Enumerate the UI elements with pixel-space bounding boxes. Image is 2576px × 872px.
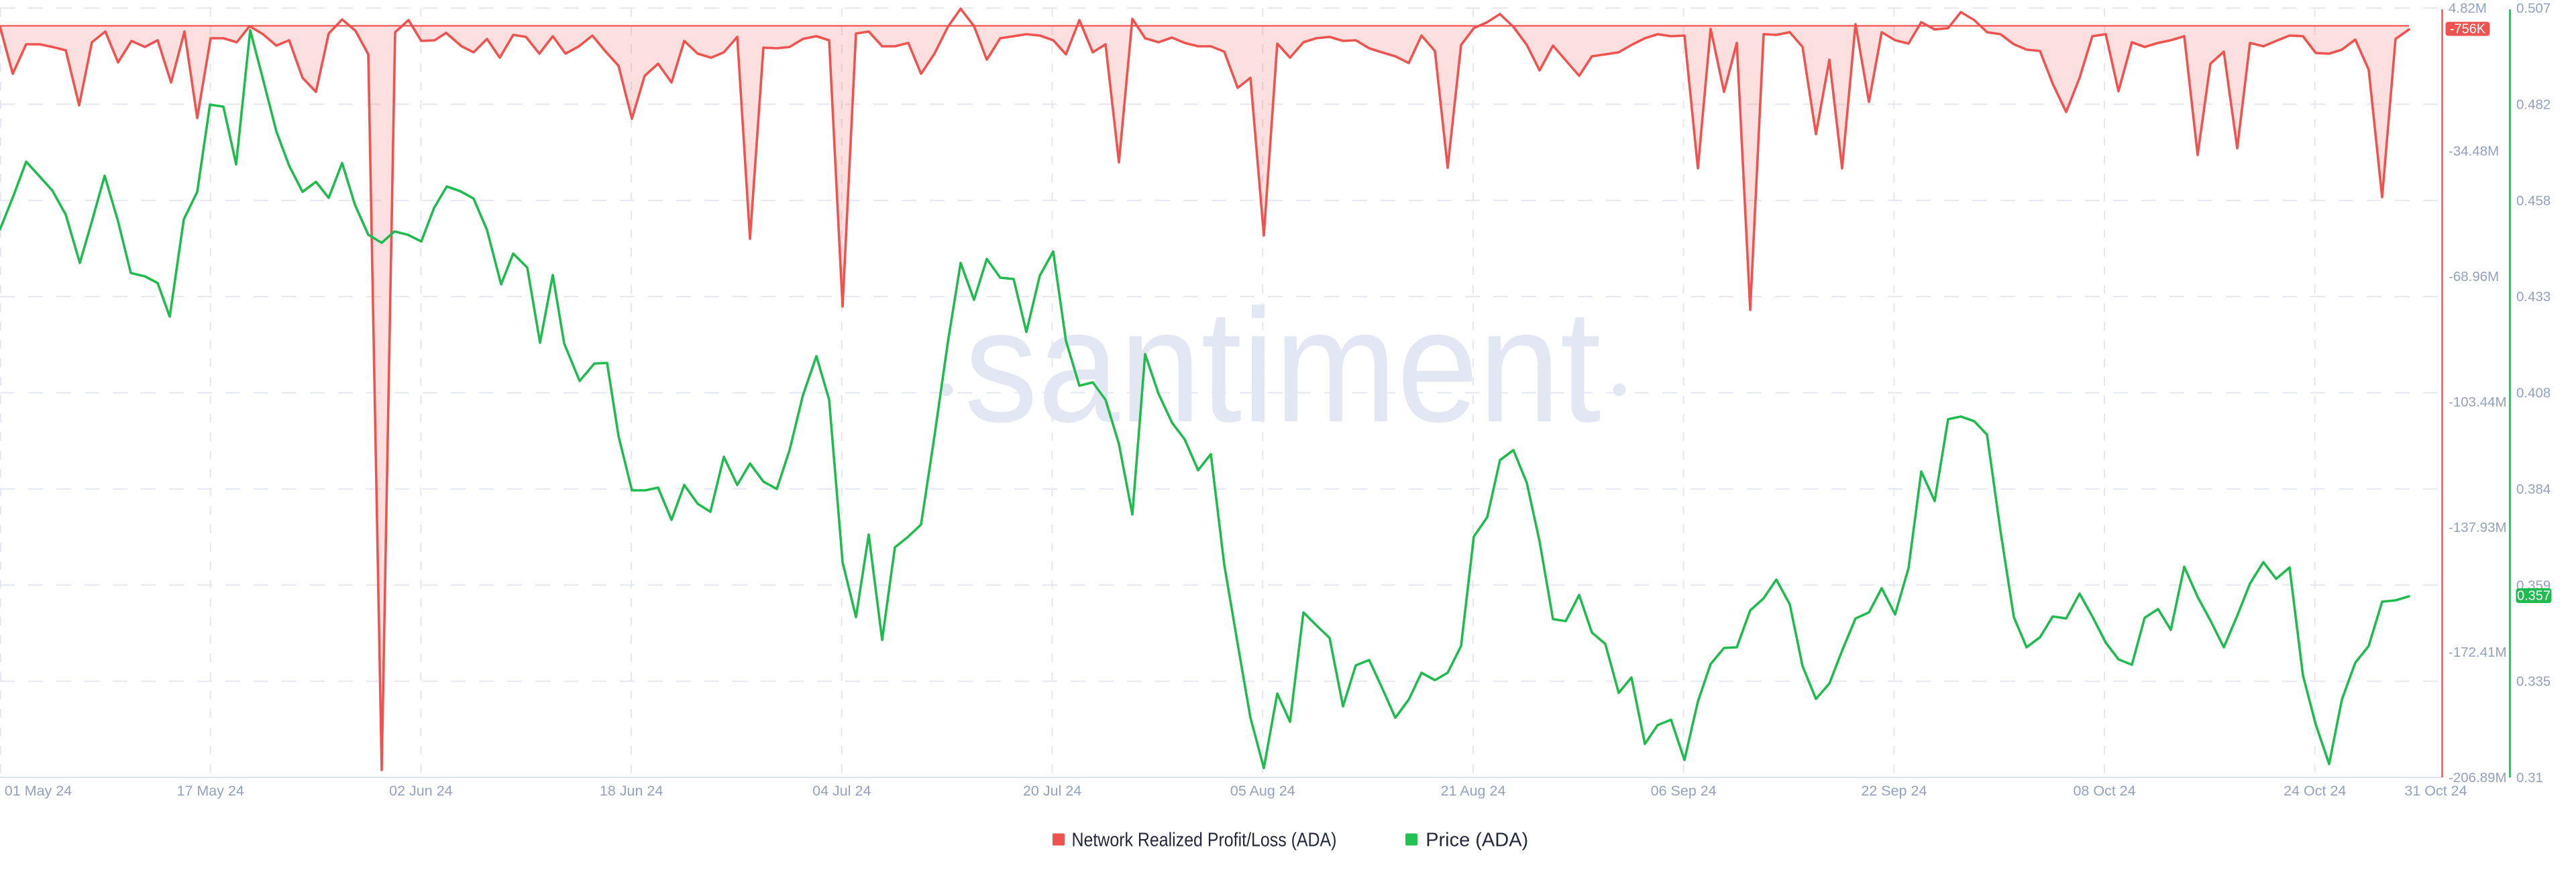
svg-text:-756K: -756K <box>2450 22 2486 37</box>
svg-text:Network Realized Profit/Loss (: Network Realized Profit/Loss (ADA) <box>1072 830 1337 851</box>
svg-text:-206.89M: -206.89M <box>2449 770 2507 785</box>
svg-text:0.458: 0.458 <box>2516 193 2551 209</box>
svg-text:24 Oct 24: 24 Oct 24 <box>2284 783 2346 799</box>
svg-text:21 Aug 24: 21 Aug 24 <box>1441 783 1506 799</box>
svg-text:17 May 24: 17 May 24 <box>176 783 244 799</box>
svg-text:31 Oct 24: 31 Oct 24 <box>2404 783 2467 799</box>
svg-text:18 Jun 24: 18 Jun 24 <box>600 783 663 799</box>
svg-text:santiment: santiment <box>965 276 1601 455</box>
svg-text:05 Aug 24: 05 Aug 24 <box>1230 783 1295 799</box>
svg-text:0.408: 0.408 <box>2516 386 2551 401</box>
svg-text:0.507: 0.507 <box>2516 1 2551 16</box>
svg-text:02 Jun 24: 02 Jun 24 <box>389 783 452 799</box>
svg-text:0.31: 0.31 <box>2516 770 2543 785</box>
svg-text:-172.41M: -172.41M <box>2449 645 2507 660</box>
svg-text:06 Sep 24: 06 Sep 24 <box>1651 783 1717 799</box>
svg-text:-103.44M: -103.44M <box>2449 394 2507 410</box>
svg-text:04 Jul 24: 04 Jul 24 <box>812 783 871 799</box>
svg-text:01 May 24: 01 May 24 <box>5 783 72 799</box>
svg-text:20 Jul 24: 20 Jul 24 <box>1023 783 1081 799</box>
svg-text:08 Oct 24: 08 Oct 24 <box>2073 783 2135 799</box>
svg-text:-68.96M: -68.96M <box>2449 269 2499 284</box>
svg-text:0.482: 0.482 <box>2516 97 2551 112</box>
svg-text:0.384: 0.384 <box>2516 482 2551 497</box>
svg-text:-137.93M: -137.93M <box>2449 520 2507 535</box>
svg-text:Price (ADA): Price (ADA) <box>1426 830 1528 851</box>
svg-text:4.82M: 4.82M <box>2449 1 2487 16</box>
svg-text:-34.48M: -34.48M <box>2449 144 2499 159</box>
svg-text:0.357: 0.357 <box>2517 589 2551 604</box>
svg-text:0.335: 0.335 <box>2516 674 2551 690</box>
svg-text:22 Sep 24: 22 Sep 24 <box>1861 783 1927 799</box>
svg-text:0.433: 0.433 <box>2516 289 2551 305</box>
